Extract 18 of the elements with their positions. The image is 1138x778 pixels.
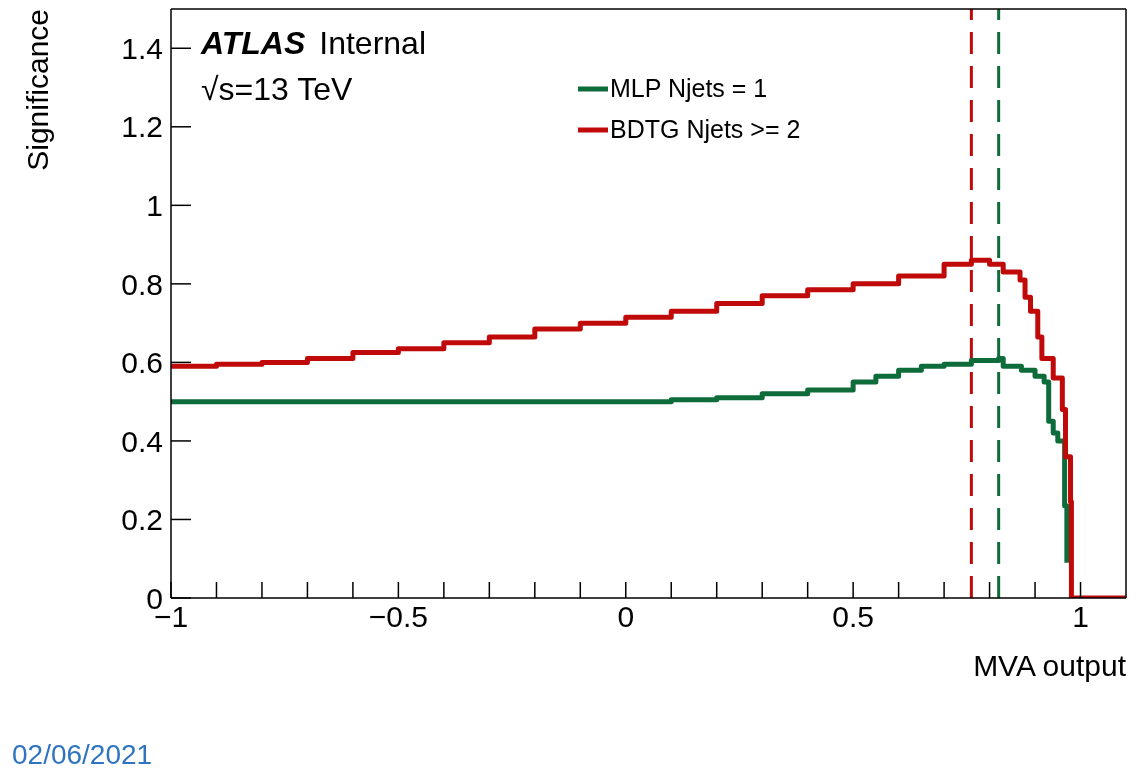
annotation: √s=13 TeV (201, 71, 353, 107)
x-tick-label: −0.5 (368, 600, 428, 634)
y-tick-label: 0.8 (121, 267, 163, 301)
y-tick-label: 1.2 (121, 110, 163, 144)
y-tick-label: 0.2 (121, 503, 163, 537)
text: 02/06/2021 (12, 739, 153, 770)
legend-label: BDTG Njets >= 2 (610, 114, 801, 145)
legend-label: MLP Njets = 1 (610, 73, 768, 104)
x-tick-label: 0 (617, 600, 635, 634)
annotation: ATLAS Internal (200, 25, 427, 61)
y-tick-label: 1 (146, 188, 163, 222)
x-tick-label: 0.5 (832, 600, 874, 634)
y-tick-label: 1.4 (121, 31, 163, 65)
y-tick-label: 0.4 (121, 424, 163, 458)
x-tick-label: 1 (1072, 600, 1089, 634)
y-axis-title: Significance (21, 9, 54, 171)
y-tick-label: 0.6 (121, 346, 163, 380)
x-axis-title: MVA output (973, 649, 1127, 682)
